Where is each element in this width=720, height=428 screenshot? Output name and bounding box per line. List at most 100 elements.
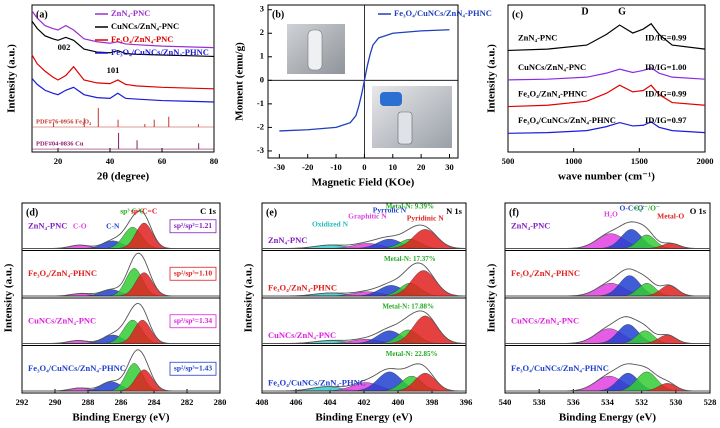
y-tick-label: 0 <box>260 74 264 84</box>
y-tick-label: -3 <box>257 145 264 155</box>
peak-annotation: H₂O <box>604 210 618 219</box>
vial <box>397 111 413 145</box>
panel-label: (e) <box>266 207 277 218</box>
reference-label: PDF#04-0836 Cu <box>36 141 84 148</box>
x-tick-label: 404 <box>324 397 338 407</box>
y-axis-label: Intensity (a.u.) <box>486 263 498 332</box>
metal-n-note: Metal-N: 17.88% <box>382 303 434 311</box>
y-tick-label: 1 <box>260 51 264 61</box>
raman-curve <box>507 22 706 52</box>
magnet-hand <box>380 92 402 106</box>
series-label: CuNCs/ZnN₄-PNC <box>518 62 586 72</box>
sample-label: ZnN₄-PNC <box>268 235 307 245</box>
x-tick-label: 536 <box>567 397 580 407</box>
fit-envelope <box>505 363 710 392</box>
x-tick-label: 288 <box>82 397 95 407</box>
ratio-note: sp²/sp³=1.21 <box>174 221 212 230</box>
x-tick-label: 20 <box>417 162 426 172</box>
metal-n-note: Metal-N: 9.39% <box>386 203 434 211</box>
ratio-note: sp²/sp³=1.43 <box>174 363 212 372</box>
sample-label: Fe₃O₄/ZnN₄-PHNC <box>28 268 97 278</box>
y-axis-label: Intensity (a.u.) <box>3 263 15 332</box>
metal-n-note: Metal-N: 22.85% <box>386 350 438 358</box>
x-tick-label: 10 <box>389 162 398 172</box>
ratio-note: sp²/sp³=1.10 <box>174 268 212 277</box>
x-axis-label: 2θ (degree) <box>97 171 150 183</box>
peak-annotation: 002 <box>58 42 71 52</box>
x-tick-label: 1500 <box>631 156 648 166</box>
fit-envelope <box>22 302 220 344</box>
fit-envelope <box>505 268 710 297</box>
peak-annotation: O₂²⁻/O⁻ <box>634 204 660 213</box>
raman-curve <box>507 84 706 108</box>
peak-annotation: 101 <box>107 65 120 75</box>
x-axis-label: Magnetic Field (KOe) <box>312 177 415 189</box>
series-label: Fe₃O₄/CuNCs/ZnN₄-PHNC <box>518 115 616 125</box>
fit-component <box>262 372 467 392</box>
ratio-box <box>169 314 217 329</box>
x-tick-label: 406 <box>290 397 303 407</box>
vial <box>307 29 323 71</box>
x-tick-label: 20 <box>54 156 63 166</box>
y-tick-label: 2 <box>260 27 264 37</box>
peak-annotation: D <box>581 6 588 17</box>
legend-label: Fe₃O₄/CuNCs/ZnN₄-PHNC <box>111 47 209 57</box>
sample-label: CuNCs/ZnN₄-PNC <box>511 316 579 326</box>
x-tick-label: 538 <box>533 397 546 407</box>
x-tick-label: 282 <box>181 397 194 407</box>
peak-annotation: Oxidized N <box>312 220 349 229</box>
ratio-box <box>169 266 217 281</box>
x-tick-label: 292 <box>16 397 29 407</box>
ratio-box <box>169 219 217 234</box>
series-label: Fe₃O₄/ZnN₄-PHNC <box>518 89 587 99</box>
peak-annotation: Graphitic N <box>348 212 387 221</box>
plot-frame <box>267 4 459 159</box>
raman-curve <box>507 121 706 134</box>
x-tick-label: 0 <box>362 162 366 172</box>
metal-n-note: Metal-N: 17.37% <box>384 255 436 263</box>
y-axis-label: Intensity (a.u.) <box>243 263 255 332</box>
legend-label: ZnN₄-PNC <box>111 8 150 18</box>
panel-label: (c) <box>512 9 523 20</box>
peak-annotation: Pyrrolic N <box>373 206 407 215</box>
x-tick-label: 2000 <box>697 156 714 166</box>
sample-label: Fe₃O₄/CuNCs/ZnN₄-PHNC <box>28 363 126 373</box>
ratio-label: ID/IG=0.99 <box>645 89 686 99</box>
x-tick-label: -20 <box>302 162 313 172</box>
x-tick-label: 530 <box>669 397 682 407</box>
xrd-curve <box>31 54 215 90</box>
hysteresis-curve <box>279 29 450 132</box>
x-tick-label: 402 <box>358 397 371 407</box>
core-level-label: O 1s <box>690 206 707 216</box>
x-tick-label: 396 <box>460 397 473 407</box>
legend-label: Fe₃O₄/ZnN₄-PNC <box>111 34 173 44</box>
fit-envelope <box>262 310 467 344</box>
x-axis-label: wave number (cm⁻¹) <box>558 171 655 183</box>
x-tick-label: 284 <box>148 397 162 407</box>
ratio-label: ID/IG=0.99 <box>645 32 686 42</box>
x-tick-label: 528 <box>704 397 717 407</box>
x-tick-label: 40 <box>106 156 115 166</box>
panel-label: (a) <box>36 9 48 20</box>
ratio-label: ID/IG=0.97 <box>645 115 687 125</box>
peak-annotation: sp² C=C <box>131 207 157 216</box>
panel-label: (b) <box>272 9 284 20</box>
plot-frame <box>507 4 706 153</box>
core-level-label: N 1s <box>446 206 463 216</box>
y-tick-label: -2 <box>257 121 264 131</box>
x-axis-label: Binding Energy (eV) <box>72 412 170 424</box>
series-label: ZnN₄-PNC <box>518 32 557 42</box>
y-axis-label: Intensity (a.u.) <box>6 44 18 113</box>
y-axis-label: Moment (emu/g) <box>234 42 246 121</box>
fit-envelope <box>262 262 467 297</box>
x-tick-label: 500 <box>502 156 515 166</box>
xrd-curve <box>31 20 215 58</box>
sample-label: Fe₃O₄/CuNCs/ZnN₄-PHNC <box>268 377 366 387</box>
fit-envelope <box>22 252 220 297</box>
y-tick-label: 3 <box>260 4 264 14</box>
peak-annotation: C-N <box>106 222 120 231</box>
x-tick-label: 540 <box>499 397 512 407</box>
sample-label: Fe₃O₄/ZnN₄-PHNC <box>268 282 337 292</box>
x-tick-label: 534 <box>601 397 615 407</box>
peak-annotation: Pyridinic N <box>407 214 444 223</box>
